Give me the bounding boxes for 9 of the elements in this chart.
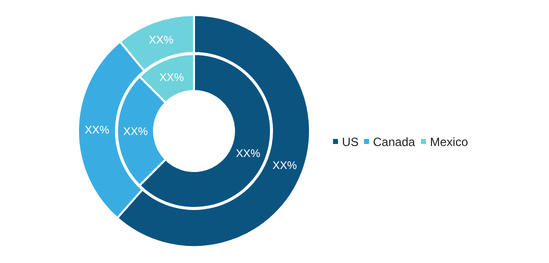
data-label: XX% — [159, 72, 184, 84]
legend-label: US — [342, 135, 359, 149]
data-label: XX% — [148, 34, 174, 47]
data-label: XX% — [123, 126, 148, 138]
legend-label: Mexico — [430, 135, 468, 149]
legend-label: Canada — [373, 135, 416, 149]
data-label: XX% — [84, 124, 110, 136]
data-label: XX% — [272, 160, 298, 172]
data-label: XX% — [236, 148, 260, 160]
